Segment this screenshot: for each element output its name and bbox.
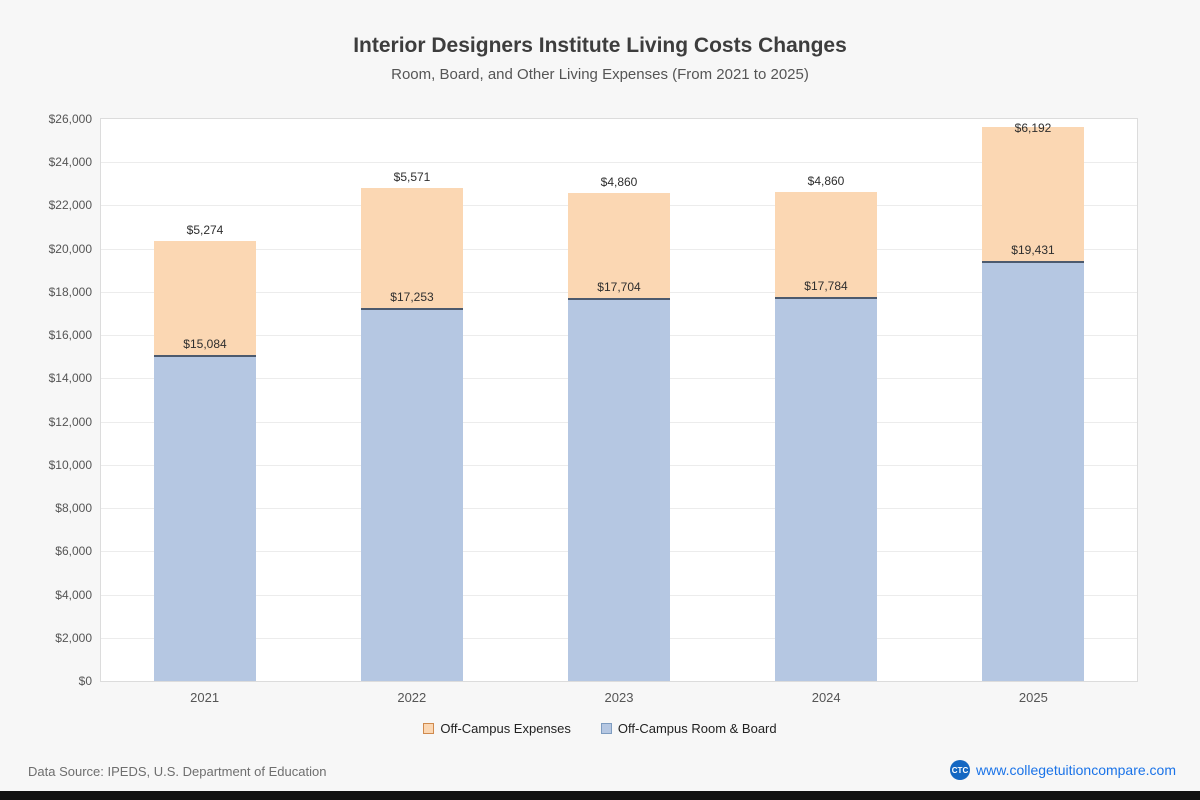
legend-item-expenses: Off-Campus Expenses: [423, 721, 571, 736]
bar-segment-room-board: [775, 297, 877, 681]
legend-swatch-room-board: [600, 723, 612, 734]
y-axis-label: $8,000: [55, 501, 92, 515]
y-axis-label: $4,000: [55, 588, 92, 602]
legend-label-room-board: Off-Campus Room & Board: [617, 721, 777, 736]
value-label-room-board: $19,431: [1011, 243, 1055, 257]
y-axis-label: $2,000: [55, 631, 92, 645]
x-axis-label: 2022: [397, 690, 427, 705]
y-axis-label: $16,000: [48, 328, 92, 342]
y-axis-label: $10,000: [48, 458, 92, 472]
y-axis-label: $12,000: [48, 415, 92, 429]
y-axis-label: $14,000: [48, 371, 92, 385]
legend-item-room-board: Off-Campus Room & Board: [600, 721, 777, 736]
legend-swatch-expenses: [423, 723, 435, 734]
value-label-expenses: $5,274: [186, 223, 224, 237]
value-label-expenses: $5,571: [393, 170, 431, 184]
value-label-room-board: $15,084: [183, 337, 227, 351]
x-axis-label: 2025: [1018, 690, 1048, 705]
y-axis-label: $20,000: [48, 242, 92, 256]
plot-area: $0 $2,000 $4,000 $6,000 $8,000 $10,000 $12,000…: [49, 112, 1138, 705]
bar-2021: $15,084 $5,274: [154, 119, 256, 681]
value-label-room-board: $17,784: [804, 279, 848, 293]
bar-segment-room-board: [361, 308, 463, 681]
x-axis-label: 2024: [811, 690, 841, 705]
legend-label-expenses: Off-Campus Expenses: [440, 721, 571, 736]
bar-segment-room-board: [568, 298, 670, 681]
value-label-expenses: $4,860: [807, 174, 845, 188]
y-axis-label: $26,000: [48, 112, 92, 126]
value-label-expenses: $4,860: [600, 175, 638, 189]
ctc-logo-icon: CTC: [950, 760, 971, 780]
website-url[interactable]: www.collegetuitioncompare.com: [976, 762, 1176, 778]
gridline: [101, 162, 1137, 163]
bar-2025: $19,431 $6,192: [982, 119, 1084, 681]
chart-title: Interior Designers Institute Living Cost…: [353, 34, 847, 57]
value-label-room-board: $17,704: [597, 280, 641, 294]
bar-segment-expenses: [982, 127, 1084, 261]
chart-subtitle: Room, Board, and Other Living Expenses (…: [391, 66, 809, 83]
bar-2023: $17,704 $4,860: [568, 119, 670, 681]
bar-segment-room-board: [982, 261, 1084, 681]
data-source-note: Data Source: IPEDS, U.S. Department of E…: [28, 764, 327, 779]
bar-segment-expenses: [361, 188, 463, 308]
x-axis-label: 2023: [604, 690, 634, 705]
y-axis-label: $6,000: [55, 544, 92, 558]
bottom-edge-bar: [0, 791, 1200, 800]
y-axis-label: $22,000: [48, 198, 92, 212]
bar-2024: $17,784 $4,860: [775, 119, 877, 681]
x-axis-label: 2021: [190, 690, 220, 705]
y-axis-label: $0: [78, 674, 92, 688]
bar-segment-expenses: [568, 193, 670, 298]
website-link[interactable]: CTC www.collegetuitioncompare.com: [950, 760, 1176, 780]
bar-segment-expenses: [775, 192, 877, 297]
bar-segment-expenses: [154, 241, 256, 355]
bar-segment-room-board: [154, 355, 256, 681]
legend: Off-Campus Expenses Off-Campus Room & Bo…: [0, 721, 1200, 736]
value-label-expenses: $6,192: [1014, 121, 1052, 135]
y-axis-label: $24,000: [48, 155, 92, 169]
y-axis-label: $18,000: [48, 285, 92, 299]
value-label-room-board: $17,253: [390, 290, 434, 304]
bar-2022: $17,253 $5,571: [361, 119, 463, 681]
